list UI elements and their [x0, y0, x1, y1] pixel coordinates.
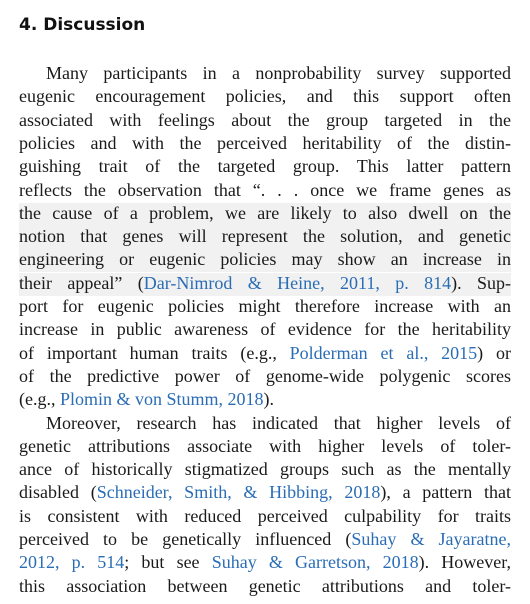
text-line: disabled (Schneider, Smith, & Hibbing, 2… — [19, 482, 511, 505]
citation-link[interactable]: Polderman et al., 2015 — [289, 342, 478, 363]
text-run: genetic attributions associate with high… — [19, 435, 511, 456]
text-run: perceived to be genetically influenced ( — [19, 529, 352, 549]
text-line: (e.g., Plomin & von Stumm, 2018). — [19, 389, 511, 412]
text-run: associated with feelings about the group… — [19, 109, 511, 130]
text-line: their appeal” (Dar-Nimrod & Heine, 2011,… — [19, 272, 511, 296]
citation-link[interactable]: Plomin & von Stumm, 2018 — [59, 389, 264, 410]
citation-link[interactable]: Suhay & Jayaratne, — [351, 529, 511, 549]
text-run: port for eugenic policies might therefor… — [19, 296, 511, 316]
text-line: 2012, p. 514; but see Suhay & Garretson,… — [19, 552, 511, 575]
text-line: policies and with the perceived heritabi… — [19, 133, 511, 156]
text-line: reflects the observation that “. . . onc… — [19, 180, 511, 203]
citation-link[interactable]: Suhay & Garretson, 2018 — [211, 552, 419, 573]
text-line: associated with feelings about the group… — [19, 110, 511, 133]
text-run: ). However, — [418, 552, 511, 573]
text-run: Moreover, research has indicated that hi… — [46, 412, 511, 433]
text-run: reflects the observation that “. . . onc… — [19, 179, 511, 200]
citation-link[interactable]: Dar-Nimrod & Heine, 2011, p. 814 — [143, 272, 452, 293]
text-run: ). Sup- — [451, 272, 511, 293]
text-line: is consistent with reduced perceived cul… — [19, 506, 511, 529]
text-run: notion that genes will represent the sol… — [19, 226, 511, 247]
text-line: port for eugenic policies might therefor… — [19, 296, 511, 319]
text-line: notion that genes will represent the sol… — [19, 226, 511, 250]
text-line: engineering or eugenic policies may show… — [19, 249, 511, 273]
text-run: guishing trait of the targeted group. Th… — [19, 156, 511, 177]
text-line: of important human traits (e.g., Polderm… — [19, 343, 511, 366]
text-run: Many participants in a nonprobability su… — [46, 63, 511, 83]
text-line: guishing trait of the targeted group. Th… — [19, 156, 511, 179]
text-run: engineering or eugenic policies may show… — [19, 249, 511, 270]
text-run: ). — [263, 389, 275, 410]
text-line: perceived to be genetically influenced (… — [19, 529, 511, 552]
text-line: increase in public awareness of evidence… — [19, 319, 511, 342]
text-run: of important human traits (e.g., — [19, 342, 290, 363]
text-line: Many participants in a nonprobability su… — [19, 63, 511, 86]
text-line: the cause of a problem, we are likely to… — [19, 202, 511, 226]
citation-link[interactable]: 2012, p. 514 — [19, 552, 125, 573]
text-line: eugenic encouragement policies, and this… — [19, 86, 511, 109]
text-line: genetic attributions associate with high… — [19, 436, 511, 459]
text-run: increase in public awareness of evidence… — [19, 319, 511, 340]
text-run: eugenic encouragement policies, and this… — [19, 86, 511, 107]
text-line: ance of historically stigmatized groups … — [19, 459, 511, 482]
text-run: (e.g., — [19, 389, 60, 410]
text-run: ; but see — [124, 552, 212, 573]
text-run: disabled ( — [19, 482, 97, 503]
text-run: ), a pattern that — [380, 482, 511, 503]
text-line: Moreover, research has indicated that hi… — [19, 413, 511, 436]
text-run: this association between genetic attribu… — [19, 575, 511, 596]
text-line: this association between genetic attribu… — [19, 576, 511, 599]
text-run: is consistent with reduced perceived cul… — [19, 505, 511, 526]
text-run: ance of historically stigmatized groups … — [19, 459, 511, 480]
text-line: of the predictive power of genome-wide p… — [19, 366, 511, 389]
section-heading: 4. Discussion — [19, 15, 146, 35]
text-run: ) or — [477, 342, 512, 363]
citation-link[interactable]: Schneider, Smith, & Hibbing, 2018 — [96, 482, 381, 503]
text-run: the cause of a problem, we are likely to… — [19, 202, 511, 223]
text-run: policies and with the perceived heritabi… — [19, 132, 511, 153]
text-run: their appeal” ( — [19, 272, 144, 293]
text-run: of the predictive power of genome-wide p… — [19, 365, 511, 386]
